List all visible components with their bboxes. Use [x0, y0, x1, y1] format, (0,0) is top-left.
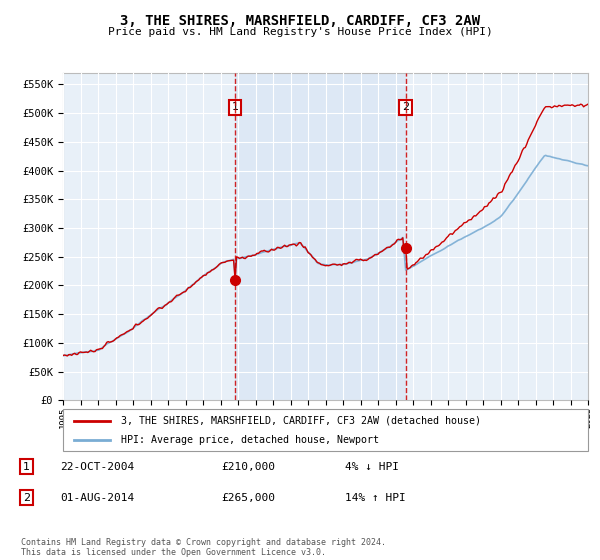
Text: HPI: Average price, detached house, Newport: HPI: Average price, detached house, Newp… — [121, 435, 379, 445]
Text: 3, THE SHIRES, MARSHFIELD, CARDIFF, CF3 2AW (detached house): 3, THE SHIRES, MARSHFIELD, CARDIFF, CF3 … — [121, 416, 481, 426]
Text: Price paid vs. HM Land Registry's House Price Index (HPI): Price paid vs. HM Land Registry's House … — [107, 27, 493, 37]
Text: 4% ↓ HPI: 4% ↓ HPI — [345, 461, 399, 472]
Text: 2: 2 — [23, 493, 30, 503]
Bar — [235, 73, 406, 400]
Text: Contains HM Land Registry data © Crown copyright and database right 2024.
This d: Contains HM Land Registry data © Crown c… — [21, 538, 386, 557]
Text: 22-OCT-2004: 22-OCT-2004 — [60, 461, 134, 472]
Text: 3, THE SHIRES, MARSHFIELD, CARDIFF, CF3 2AW: 3, THE SHIRES, MARSHFIELD, CARDIFF, CF3 … — [120, 14, 480, 28]
Text: 1: 1 — [23, 461, 30, 472]
Text: 1: 1 — [232, 102, 238, 113]
Text: 01-AUG-2014: 01-AUG-2014 — [60, 493, 134, 503]
Text: £265,000: £265,000 — [221, 493, 275, 503]
FancyBboxPatch shape — [63, 409, 588, 451]
Text: £210,000: £210,000 — [221, 461, 275, 472]
Text: 2: 2 — [402, 102, 409, 113]
Text: 14% ↑ HPI: 14% ↑ HPI — [345, 493, 406, 503]
